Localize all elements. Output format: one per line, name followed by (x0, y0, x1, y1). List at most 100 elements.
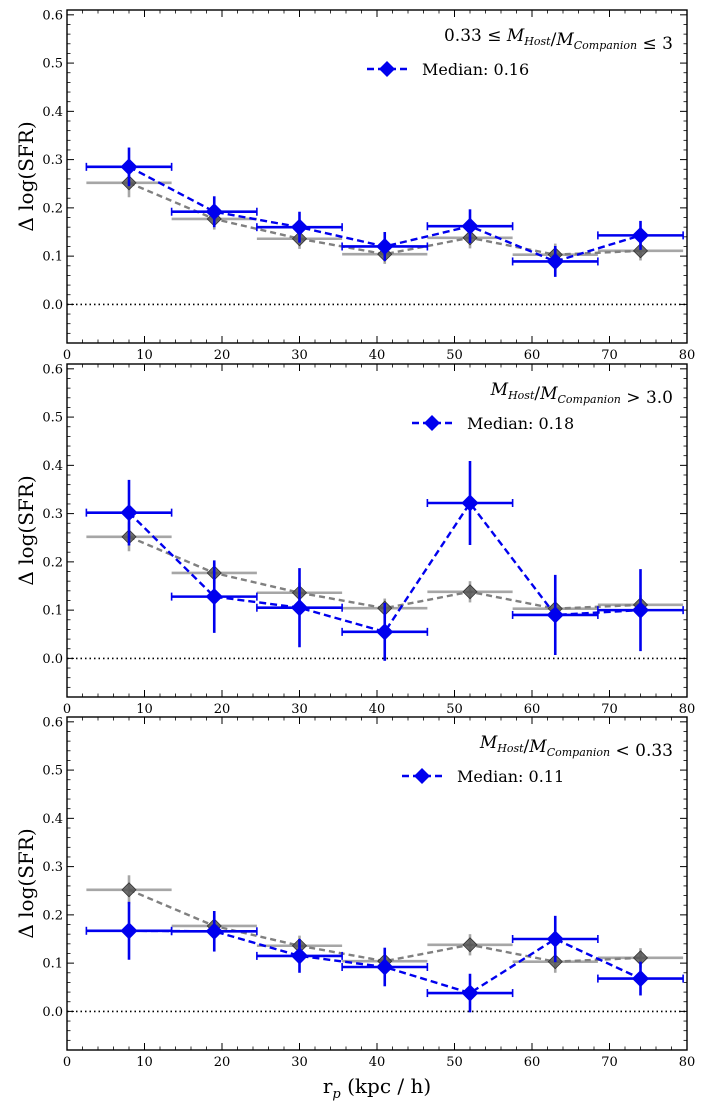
x-tick-label: 80 (679, 1055, 696, 1070)
y-tick-label: 0.0 (42, 1005, 63, 1020)
y-tick-label: 0.4 (42, 459, 63, 474)
plot-frame (66, 9, 688, 344)
y-tick-label: 0.2 (42, 908, 63, 923)
x-tick-label: 60 (524, 702, 541, 717)
y-tick-label: 0.4 (42, 105, 63, 120)
reference-marker (462, 584, 478, 600)
data-marker (376, 623, 394, 641)
x-tick-label: 0 (63, 1055, 71, 1070)
data-marker (376, 237, 394, 256)
legend-marker (379, 61, 395, 77)
panel-2: 0 10 20 30 40 50 60 70 80 0.0 0.1 0.2 0.3 0.4 0.5 0.6 Δ … (14, 362, 695, 717)
data-marker (205, 588, 223, 606)
x-tick-label: 40 (369, 348, 386, 363)
legend-label: Median: 0.18 (467, 414, 574, 433)
legend-marker (424, 415, 440, 431)
x-tick-label: 0 (63, 702, 71, 717)
x-tick-label: 30 (291, 702, 308, 717)
x-tick-label: 20 (214, 702, 231, 717)
y-tick-label: 0.6 (42, 8, 63, 23)
reference-marker (462, 937, 478, 953)
x-tick-label: 30 (291, 1055, 308, 1070)
data-marker (205, 203, 223, 221)
x-tick-label: 20 (214, 348, 231, 363)
x-tick-label: 70 (601, 1055, 618, 1070)
data-marker (120, 504, 138, 522)
x-tick-label: 10 (136, 1055, 153, 1070)
data-marker (631, 226, 650, 244)
y-tick-label: 0.1 (42, 957, 63, 972)
legend-label: Median: 0.16 (422, 60, 529, 79)
x-tick-label: 10 (136, 348, 153, 363)
x-tick-label: 80 (679, 702, 696, 717)
y-tick-label: 0.5 (42, 57, 63, 72)
data-marker (631, 601, 650, 619)
y-tick-label: 0.4 (42, 812, 63, 827)
x-tick-label: 10 (136, 702, 153, 717)
x-tick-label: 20 (214, 1055, 231, 1070)
y-tick-label: 0.0 (42, 652, 63, 667)
y-tick-label: 0.3 (42, 153, 63, 168)
data-marker (461, 217, 479, 235)
y-tick-label: 0.2 (42, 555, 63, 570)
x-tick-label: 80 (679, 348, 696, 363)
legend-marker (414, 768, 430, 784)
x-tick-label: 30 (291, 348, 308, 363)
legend: Median: 0.18 (412, 414, 574, 433)
data-marker (376, 958, 394, 976)
y-tick-label: 0.1 (42, 250, 63, 265)
data-marker (461, 984, 479, 1002)
y-tick-label: 0.2 (42, 201, 63, 216)
data-marker (290, 947, 309, 965)
data-marker (461, 494, 479, 512)
data-marker (205, 922, 223, 940)
data-marker (120, 158, 138, 176)
data-marker (546, 252, 564, 271)
data-marker (290, 218, 309, 236)
panel-title: MHost/MCompanion < 0.33 (479, 733, 673, 761)
y-tick-label: 0.5 (42, 411, 63, 426)
median-series (85, 147, 684, 277)
plot-frame (66, 363, 688, 698)
legend-label: Median: 0.11 (457, 767, 564, 786)
x-tick-label: 60 (524, 1055, 541, 1070)
y-tick-label: 0.0 (42, 298, 63, 313)
panel-title: 0.33 ≤ MHost/MCompanion ≤ 3 (444, 26, 673, 54)
y-tick-label: 0.6 (42, 362, 63, 377)
legend: Median: 0.11 (402, 767, 564, 786)
panel-3: 0 10 20 30 40 50 60 70 80 0.0 0.1 0.2 0.3 0.4 0.5 0.6 Δ … (14, 715, 695, 1070)
data-marker (290, 599, 309, 617)
reference-marker (632, 243, 649, 259)
y-tick-label: 0.6 (42, 715, 63, 730)
y-axis-label: Δ log(SFR) (14, 475, 38, 585)
y-tick-label: 0.3 (42, 507, 63, 522)
x-tick-label: 50 (446, 1055, 463, 1070)
x-tick-label: 50 (446, 702, 463, 717)
data-marker (546, 930, 564, 948)
data-marker (120, 922, 138, 940)
legend: Median: 0.16 (367, 60, 529, 79)
x-tick-label: 60 (524, 348, 541, 363)
panel-title: MHost/MCompanion > 3.0 (490, 380, 673, 408)
data-marker (631, 970, 650, 988)
panels-container: 0 10 20 30 40 50 60 70 80 0.0 0.1 0.2 0.3 0.4 0.5 0.6 Δ … (14, 8, 695, 1070)
x-tick-label: 70 (601, 348, 618, 363)
x-tick-label: 0 (63, 348, 71, 363)
x-tick-label: 40 (369, 702, 386, 717)
x-axis-label: rp (kpc / h) (323, 1074, 431, 1102)
x-tick-label: 70 (601, 702, 618, 717)
data-marker (546, 606, 564, 624)
x-tick-label: 40 (369, 1055, 386, 1070)
y-axis-label: Δ log(SFR) (14, 121, 38, 231)
x-tick-label: 50 (446, 348, 463, 363)
y-tick-label: 0.1 (42, 604, 63, 619)
y-tick-label: 0.3 (42, 860, 63, 875)
panel-1: 0 10 20 30 40 50 60 70 80 0.0 0.1 0.2 0.3 0.4 0.5 0.6 Δ … (14, 8, 695, 363)
median-series (85, 901, 684, 1013)
y-tick-label: 0.5 (42, 764, 63, 779)
reference-marker (121, 882, 137, 898)
median-series (85, 461, 684, 661)
y-axis-label: Δ log(SFR) (14, 828, 38, 938)
plot-frame (66, 716, 688, 1051)
